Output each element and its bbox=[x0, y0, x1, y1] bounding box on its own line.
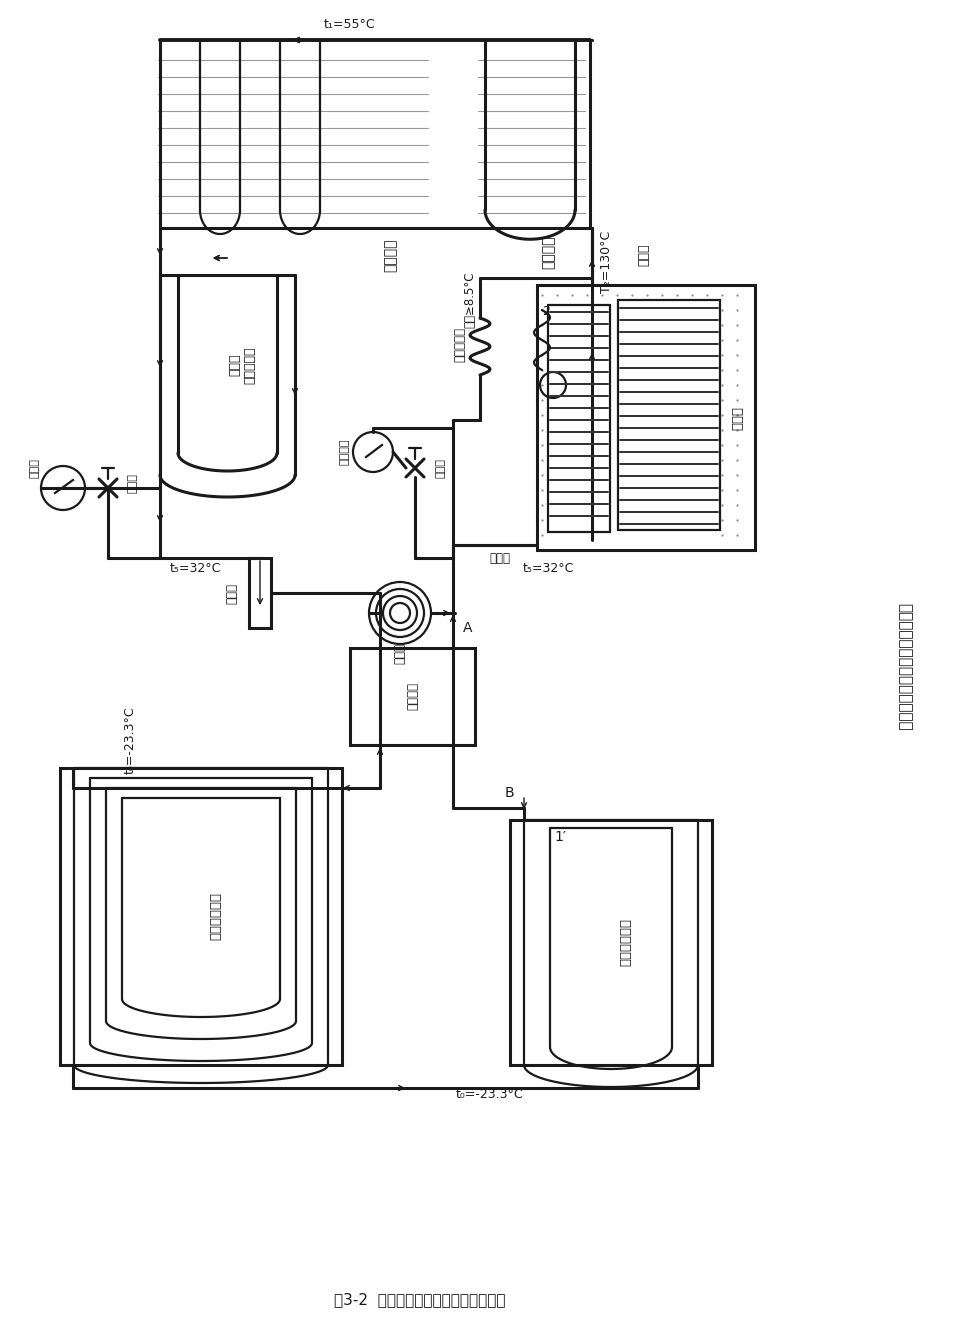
Bar bbox=[537, 285, 755, 550]
Text: 制冷系统各部位温度参考流程图: 制冷系统各部位温度参考流程图 bbox=[897, 603, 913, 731]
Text: 主冷凝器: 主冷凝器 bbox=[383, 239, 397, 272]
Text: 排气管: 排气管 bbox=[637, 244, 650, 267]
Text: 毛细管: 毛细管 bbox=[394, 643, 406, 663]
Text: 回气管: 回气管 bbox=[489, 551, 511, 564]
Bar bbox=[350, 648, 475, 744]
Text: 冷藏室蒸发器: 冷藏室蒸发器 bbox=[620, 919, 632, 967]
Bar bbox=[249, 558, 271, 628]
Text: t₅=32°C: t₅=32°C bbox=[169, 562, 220, 575]
Text: 排气阀: 排气阀 bbox=[30, 458, 40, 478]
Text: 热交换器: 热交换器 bbox=[406, 683, 419, 711]
Text: 压缩机: 压缩机 bbox=[731, 406, 745, 430]
Text: 工艺管: 工艺管 bbox=[128, 474, 138, 494]
Bar bbox=[548, 305, 610, 532]
Text: 机壳≥8.5°C: 机壳≥8.5°C bbox=[463, 272, 477, 328]
Text: t₁=55°C: t₁=55°C bbox=[324, 19, 376, 32]
Text: 冷冻室蒸发器: 冷冻室蒸发器 bbox=[210, 892, 222, 940]
Text: 副冷凝器: 副冷凝器 bbox=[541, 235, 555, 268]
Text: t₀=-23.3°C: t₀=-23.3°C bbox=[456, 1089, 524, 1102]
Text: 图3-2  制冷系统各部位温度参考流程图: 图3-2 制冷系统各部位温度参考流程图 bbox=[335, 1293, 506, 1307]
Text: 工艺管: 工艺管 bbox=[436, 458, 446, 478]
Text: 2: 2 bbox=[542, 305, 550, 317]
Bar bbox=[510, 820, 712, 1065]
Text: 1′: 1′ bbox=[554, 830, 566, 844]
Bar bbox=[60, 768, 342, 1065]
Text: 排气缓冲管: 排气缓冲管 bbox=[454, 328, 466, 363]
Text: 回气表阀: 回气表阀 bbox=[340, 439, 350, 466]
Text: B: B bbox=[505, 786, 514, 800]
Text: A: A bbox=[463, 622, 473, 635]
Text: t₀=-23.3°C: t₀=-23.3°C bbox=[124, 706, 136, 774]
Text: 过滤器: 过滤器 bbox=[225, 583, 239, 603]
Text: T₂=130°C: T₂=130°C bbox=[600, 231, 613, 293]
Text: 冷冻室
门框防冻管: 冷冻室 门框防冻管 bbox=[228, 347, 256, 384]
Text: t₅=32°C: t₅=32°C bbox=[522, 562, 573, 575]
Bar bbox=[618, 300, 720, 530]
